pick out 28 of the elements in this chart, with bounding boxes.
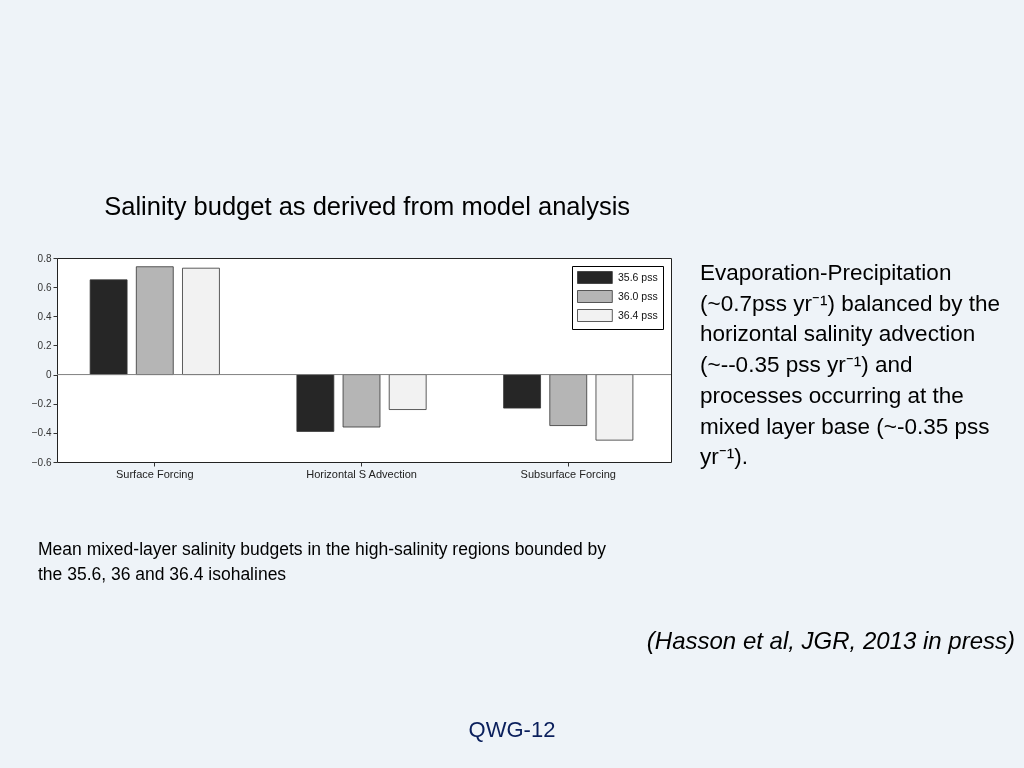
x-tick-label: Surface Forcing (115, 467, 194, 480)
x-tick-label: Subsurface Forcing (520, 467, 616, 480)
text: Evaporation-Precipitation (~0.7pss yr⁻¹) balanced by the horizontal salinity advection (~--0.35 pss yr⁻¹) and processes occurring at the mixed layer base (~-0.35 pss yr⁻¹). (700, 260, 1001, 470)
text: Mean mixed-layer salinity budgets in the high-salinity regions bounded by the 35.6, 36 and 36.4 isohalines (38, 539, 607, 584)
bar (89, 279, 128, 375)
y-tick-label: 0 (45, 369, 52, 381)
text: (Hasson et al, JGR, 2013 in press) (646, 627, 1015, 654)
bar (342, 374, 381, 428)
bar (503, 374, 541, 409)
chart-title: Salinity budget as derived from model analysis (104, 191, 631, 220)
y-tick-label: 0.6 (37, 281, 52, 293)
bar (388, 374, 427, 410)
bar (595, 374, 634, 441)
legend-label: 35.6 pss (618, 270, 658, 283)
y-tick-label: −0.2 (31, 398, 52, 410)
y-tick-label: 0.8 (37, 252, 52, 264)
y-tick-label: −0.4 (31, 427, 52, 439)
legend-label: 36.4 pss (618, 308, 658, 321)
text: QWG-12 (468, 717, 556, 742)
legend-label: 36.0 pss (618, 289, 658, 302)
bar (296, 374, 335, 432)
y-tick-label: 0.2 (37, 339, 52, 351)
x-tick-label: Horizontal S Advection (306, 467, 417, 480)
bar (549, 374, 588, 426)
y-tick-label: −0.6 (31, 456, 52, 468)
bar (182, 267, 220, 375)
bar (135, 266, 174, 375)
y-tick-label: 0.4 (37, 310, 52, 322)
